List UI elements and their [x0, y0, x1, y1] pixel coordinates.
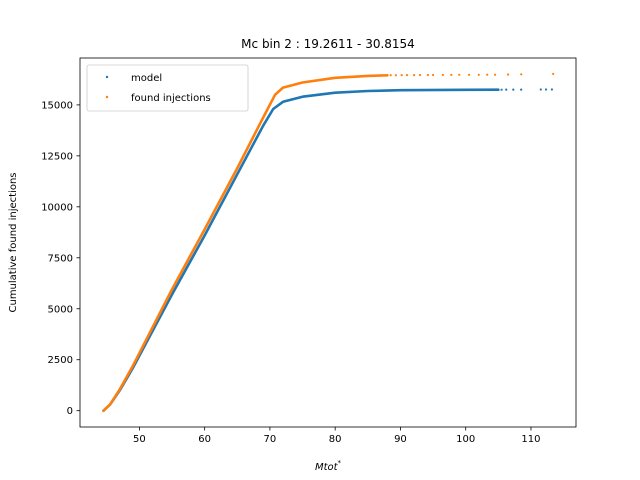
data-point-found-injections	[552, 72, 555, 75]
axes-frame	[79, 57, 577, 428]
data-point-model	[512, 88, 515, 91]
x-tick-label: 100	[456, 434, 475, 445]
data-point-found-injections	[432, 73, 435, 77]
x-axis-label-sup: *	[338, 459, 342, 467]
chart-title: Mc bin 2 : 19.2611 - 30.8154	[241, 37, 415, 51]
data-point-found-injections	[477, 73, 480, 76]
x-tick-label: 60	[198, 434, 211, 445]
data-point-found-injections	[507, 73, 510, 76]
data-point-model	[550, 88, 554, 91]
ticks-layer: 50 60 70 80 90 100 110 0 2500 5000 7500 10000 12500 1…	[41, 100, 540, 445]
x-tick-label: 110	[521, 434, 540, 445]
x-tick-label: 90	[394, 434, 407, 445]
legend-label-model: model	[131, 73, 162, 84]
data-point-found-injections	[426, 73, 429, 77]
data-point-found-injections	[494, 73, 497, 76]
y-tick-label: 5000	[48, 304, 73, 315]
data-point-model	[500, 88, 503, 91]
series-curve-found-injections	[102, 74, 389, 413]
y-tick-label: 10000	[41, 202, 73, 213]
data-point-found-injections	[400, 74, 403, 77]
data-point-found-injections	[418, 73, 422, 77]
y-tick-label: 15000	[41, 100, 73, 111]
data-point-found-injections	[413, 74, 416, 77]
data-point-model	[539, 88, 542, 91]
data-point-model	[544, 88, 548, 91]
y-tick-label: 0	[67, 406, 73, 417]
data-point-model	[520, 88, 523, 91]
legend-marker-found-injections	[105, 95, 109, 99]
data-point-model	[505, 88, 508, 91]
y-tick-label: 12500	[41, 151, 73, 162]
legend-marker-model	[105, 75, 109, 79]
x-tick-label: 80	[329, 434, 342, 445]
series-layer	[102, 72, 555, 413]
data-point-found-injections	[405, 74, 409, 77]
y-tick-label: 2500	[48, 355, 73, 366]
legend: model found injections	[86, 64, 249, 112]
data-point-found-injections	[394, 74, 397, 77]
data-point-found-injections	[389, 74, 392, 77]
data-point-found-injections	[520, 73, 523, 76]
y-tick-label: 7500	[48, 253, 73, 264]
data-point-found-injections	[450, 73, 453, 76]
x-axis-label: Mtot*	[315, 459, 342, 473]
data-point-found-injections	[467, 73, 471, 76]
x-axis-label-base: Mtot	[315, 462, 339, 473]
data-point-found-injections	[486, 73, 489, 76]
legend-box	[86, 64, 249, 112]
data-point-found-injections	[458, 73, 461, 76]
x-tick-label: 50	[133, 434, 146, 445]
x-tick-label: 70	[264, 434, 277, 445]
data-point-found-injections	[441, 73, 444, 76]
y-axis-label: Cumulative found injections	[8, 172, 19, 312]
legend-label-found-injections: found injections	[131, 93, 211, 104]
plot-area	[80, 58, 576, 427]
